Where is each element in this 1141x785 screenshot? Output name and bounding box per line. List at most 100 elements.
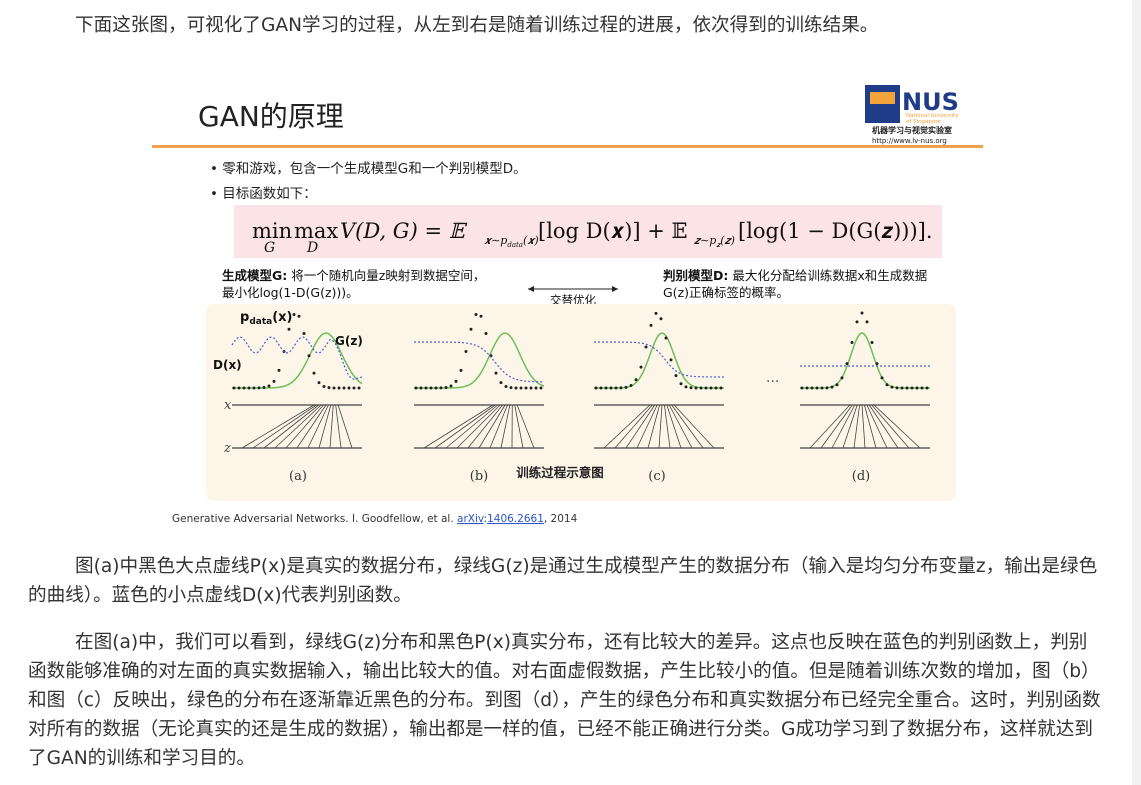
pdata-rest: (x) [272, 310, 292, 325]
mapping-line [873, 404, 921, 449]
pdata-base: p [240, 310, 249, 325]
mapping-line [467, 404, 503, 449]
mapping-line [842, 404, 858, 449]
intro-text: 下面这张图，可视化了GAN学习的过程，从左到右是随着训练过程的进展，依次得到的训… [75, 15, 879, 36]
z-axis-label: z [223, 441, 231, 456]
real-dot [444, 386, 448, 390]
real-dot [639, 365, 643, 369]
real-dot [634, 378, 638, 382]
mapping-line [809, 404, 851, 449]
real-dot [287, 327, 291, 331]
real-dot [424, 386, 428, 390]
mapping-line [831, 404, 856, 449]
formula-sub: 𝒛∼p [694, 234, 716, 247]
mapping-line [514, 404, 524, 449]
real-dot [419, 386, 423, 390]
mapping-line [307, 404, 329, 449]
real-dot [815, 386, 819, 390]
discriminator-head: 判别模型D: [663, 268, 728, 283]
mapping-line [516, 404, 535, 449]
real-dot [905, 386, 909, 390]
logo-university: National University [906, 113, 959, 119]
formula-subsub: 𝒛 [716, 241, 721, 249]
generator-head: 生成模型G: [222, 268, 287, 283]
mapping-line [241, 404, 315, 449]
real-dot [709, 386, 713, 390]
real-dot [835, 383, 839, 387]
ellipsis: ··· [766, 374, 779, 390]
real-dot [885, 383, 889, 387]
generator-line: 最小化log(1-D(G(z)))。 [222, 285, 359, 300]
formula-sub: (𝒙) [523, 234, 539, 247]
real-dot [429, 386, 433, 390]
mapping-line [673, 404, 715, 449]
discriminator-curve [414, 341, 545, 383]
mapping-line [318, 404, 332, 449]
real-dot [719, 386, 723, 390]
discriminator-line: G(z)正确标签的概率。 [663, 285, 789, 300]
generator-line: 将一个随机向量z映射到数据空间， [291, 268, 485, 283]
mapping-line [274, 404, 322, 449]
logo-name: NUS [902, 88, 959, 116]
real-dot [830, 385, 834, 389]
real-dot [609, 386, 613, 390]
real-dot [297, 314, 301, 318]
real-dot [499, 381, 503, 385]
citation: Generative Adversarial Networks. I. Good… [172, 513, 578, 525]
real-dot [524, 386, 528, 390]
real-dot [529, 386, 533, 390]
dx-label: D(x) [213, 358, 242, 372]
discriminator-text: 判别模型D: 最大化分配给训练数据x和生成数据 [663, 268, 927, 283]
mapping-line [337, 404, 353, 449]
real-dot [644, 345, 648, 349]
real-dot [825, 386, 829, 390]
real-dot [699, 386, 703, 390]
citation-tail: , 2014 [544, 513, 578, 525]
real-dot [242, 386, 246, 390]
mapping-line [434, 404, 496, 449]
real-dot [247, 386, 251, 390]
real-dot [915, 386, 919, 390]
bullet: • 零和游戏，包含一个生成模型G和一个判别模型D。 [210, 161, 527, 177]
citation-text: Generative Adversarial Networks. I. Good… [172, 513, 457, 525]
citation-link[interactable]: 1406.2661 [487, 513, 544, 525]
mapping-line [423, 404, 494, 449]
mapping-line [285, 404, 324, 449]
real-dot [820, 386, 824, 390]
real-dot [714, 386, 718, 390]
mapping-line [296, 404, 327, 449]
mapping-line [489, 404, 508, 449]
scrollbar[interactable] [1132, 0, 1141, 785]
mapping-line [647, 404, 660, 449]
formula-text: V(D, G) = 𝔼 [340, 219, 468, 243]
real-dot [880, 376, 884, 380]
real-dot [272, 379, 276, 383]
real-dot [890, 385, 894, 389]
real-dot [449, 384, 453, 388]
real-dot [357, 386, 361, 390]
real-dot [494, 371, 498, 375]
real-dot [322, 385, 326, 389]
paragraph: 图(a)中黑色大点虚线P(x)是真实的数据分布，绿线G(z)是通过生成模型产生的… [28, 556, 1098, 606]
discriminator-curve [593, 341, 725, 378]
real-dot [875, 362, 879, 366]
x-axis-label: x [224, 398, 232, 413]
title-rule [152, 145, 983, 148]
real-dot [332, 386, 336, 390]
real-dot [679, 382, 683, 386]
real-dot [649, 323, 653, 327]
citation-sep: : [484, 513, 488, 525]
mapping-line [671, 404, 704, 449]
real-dot [704, 386, 708, 390]
pdata-sub: data [249, 317, 272, 327]
formula-min: min [252, 219, 292, 243]
formula-sub: 𝒛∼p𝒛(𝒛) [694, 234, 735, 249]
mapping-line [456, 404, 501, 449]
real-dot [292, 312, 296, 316]
citation-link[interactable]: arXiv [457, 513, 484, 525]
alternate-label: 交替优化 [550, 293, 596, 307]
real-dot [352, 386, 356, 390]
real-dot [860, 311, 864, 315]
formula-sub: (𝒛) [720, 234, 735, 247]
real-dot [659, 317, 663, 321]
